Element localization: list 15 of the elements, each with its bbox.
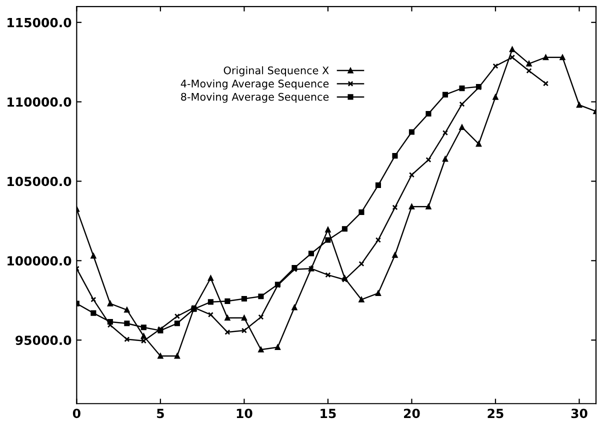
x-tick-label: 20 <box>404 408 420 418</box>
x-tick-label: 15 <box>320 408 336 418</box>
y-tick-label: 105000.0 <box>8 176 72 186</box>
y-tick-label: 100000.0 <box>8 256 72 266</box>
x-tick-label: 25 <box>488 408 504 418</box>
y-tick-label: 95000.0 <box>16 336 72 346</box>
x-tick-label: 10 <box>236 408 252 418</box>
x-tick-label: 30 <box>571 408 588 418</box>
legend-label: 8-Moving Average Sequence <box>181 92 329 103</box>
y-tick-label: 115000.0 <box>8 18 72 28</box>
legend-label: 4-Moving Average Sequence <box>180 79 329 90</box>
legend-label: Original Sequence X <box>224 66 329 76</box>
x-tick-label: 5 <box>157 408 164 418</box>
y-tick-label: 110000.0 <box>8 97 72 107</box>
x-tick-label: 0 <box>72 408 80 418</box>
